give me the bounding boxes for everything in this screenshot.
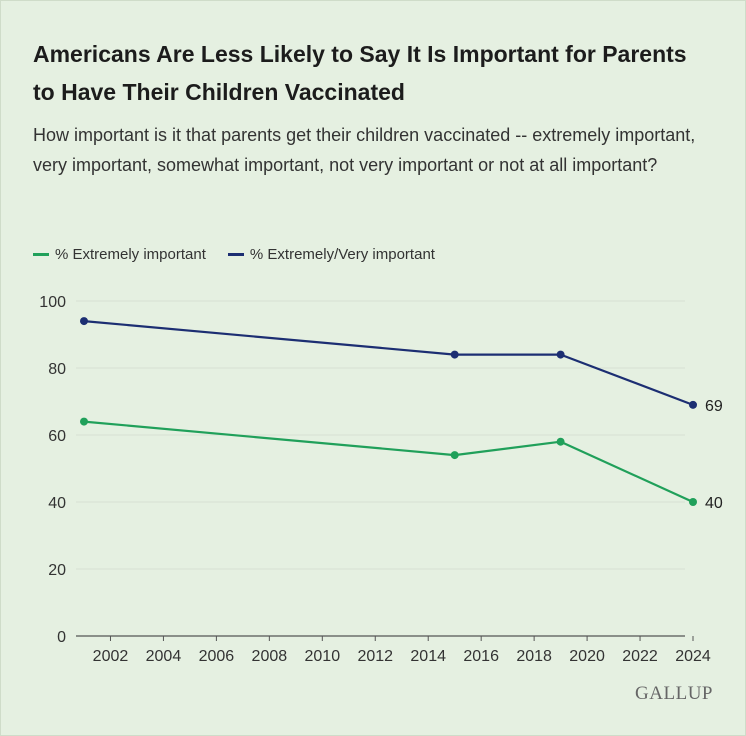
- x-tick-label-2006: 2006: [199, 648, 235, 665]
- data-point-0-2015: [450, 451, 459, 460]
- x-tick-label-2008: 2008: [252, 648, 288, 665]
- series-line-0: [82, 420, 695, 504]
- line-chart: 0 20 40 60 80 100 2002 2004 2006 2008 2010 2012 2014…: [39, 294, 723, 665]
- legend-swatch-extremely-very: [227, 252, 244, 256]
- legend-label-extremely: % Extremely important: [55, 245, 206, 263]
- y-tick-label-100: 100: [39, 294, 66, 311]
- data-point-1-2001: [80, 317, 88, 326]
- x-tick-label-2020: 2020: [569, 648, 605, 665]
- legend-item-extremely-very: % Extremely/Very important: [227, 245, 435, 263]
- y-tick-label-40: 40: [48, 495, 66, 512]
- data-point-0-2001: [80, 417, 88, 426]
- x-tick-label-2012: 2012: [357, 648, 393, 665]
- legend-swatch-extremely: [33, 252, 49, 256]
- data-point-0-2019: [556, 437, 565, 446]
- end-label-1: 69: [705, 398, 723, 415]
- x-tick-label-2014: 2014: [410, 648, 446, 665]
- series-line-1: [82, 319, 695, 406]
- chart-subtitle: How important is it that parents get the…: [33, 125, 696, 175]
- y-tick-label-60: 60: [48, 428, 66, 445]
- x-tick-label-2016: 2016: [463, 648, 499, 665]
- x-tick-label-2022: 2022: [622, 648, 658, 665]
- x-tick-label-2004: 2004: [146, 648, 182, 665]
- data-point-0-2024: [689, 498, 697, 506]
- x-tick-label-2018: 2018: [516, 648, 552, 665]
- x-tick-label-2002: 2002: [93, 648, 129, 665]
- chart-title: Americans Are Less Likely to Say It Is I…: [33, 41, 687, 105]
- legend-item-extremely: % Extremely important: [33, 246, 206, 263]
- data-point-1-2019: [556, 350, 565, 359]
- data-point-1-2024: [689, 400, 697, 409]
- y-tick-label-80: 80: [48, 361, 66, 378]
- legend-label-extremely-very: % Extremely/Very important: [249, 245, 435, 263]
- y-tick-label-0: 0: [57, 629, 66, 646]
- gallup-logo: GALLUP: [635, 683, 713, 704]
- chart-legend: % Extremely important % Extremely/Very i…: [33, 242, 435, 266]
- y-tick-label-20: 20: [48, 562, 66, 579]
- x-tick-label-2010: 2010: [305, 648, 341, 665]
- end-label-0: 40: [705, 495, 723, 512]
- x-tick-label-2024: 2024: [675, 648, 711, 665]
- data-point-1-2015: [450, 350, 459, 359]
